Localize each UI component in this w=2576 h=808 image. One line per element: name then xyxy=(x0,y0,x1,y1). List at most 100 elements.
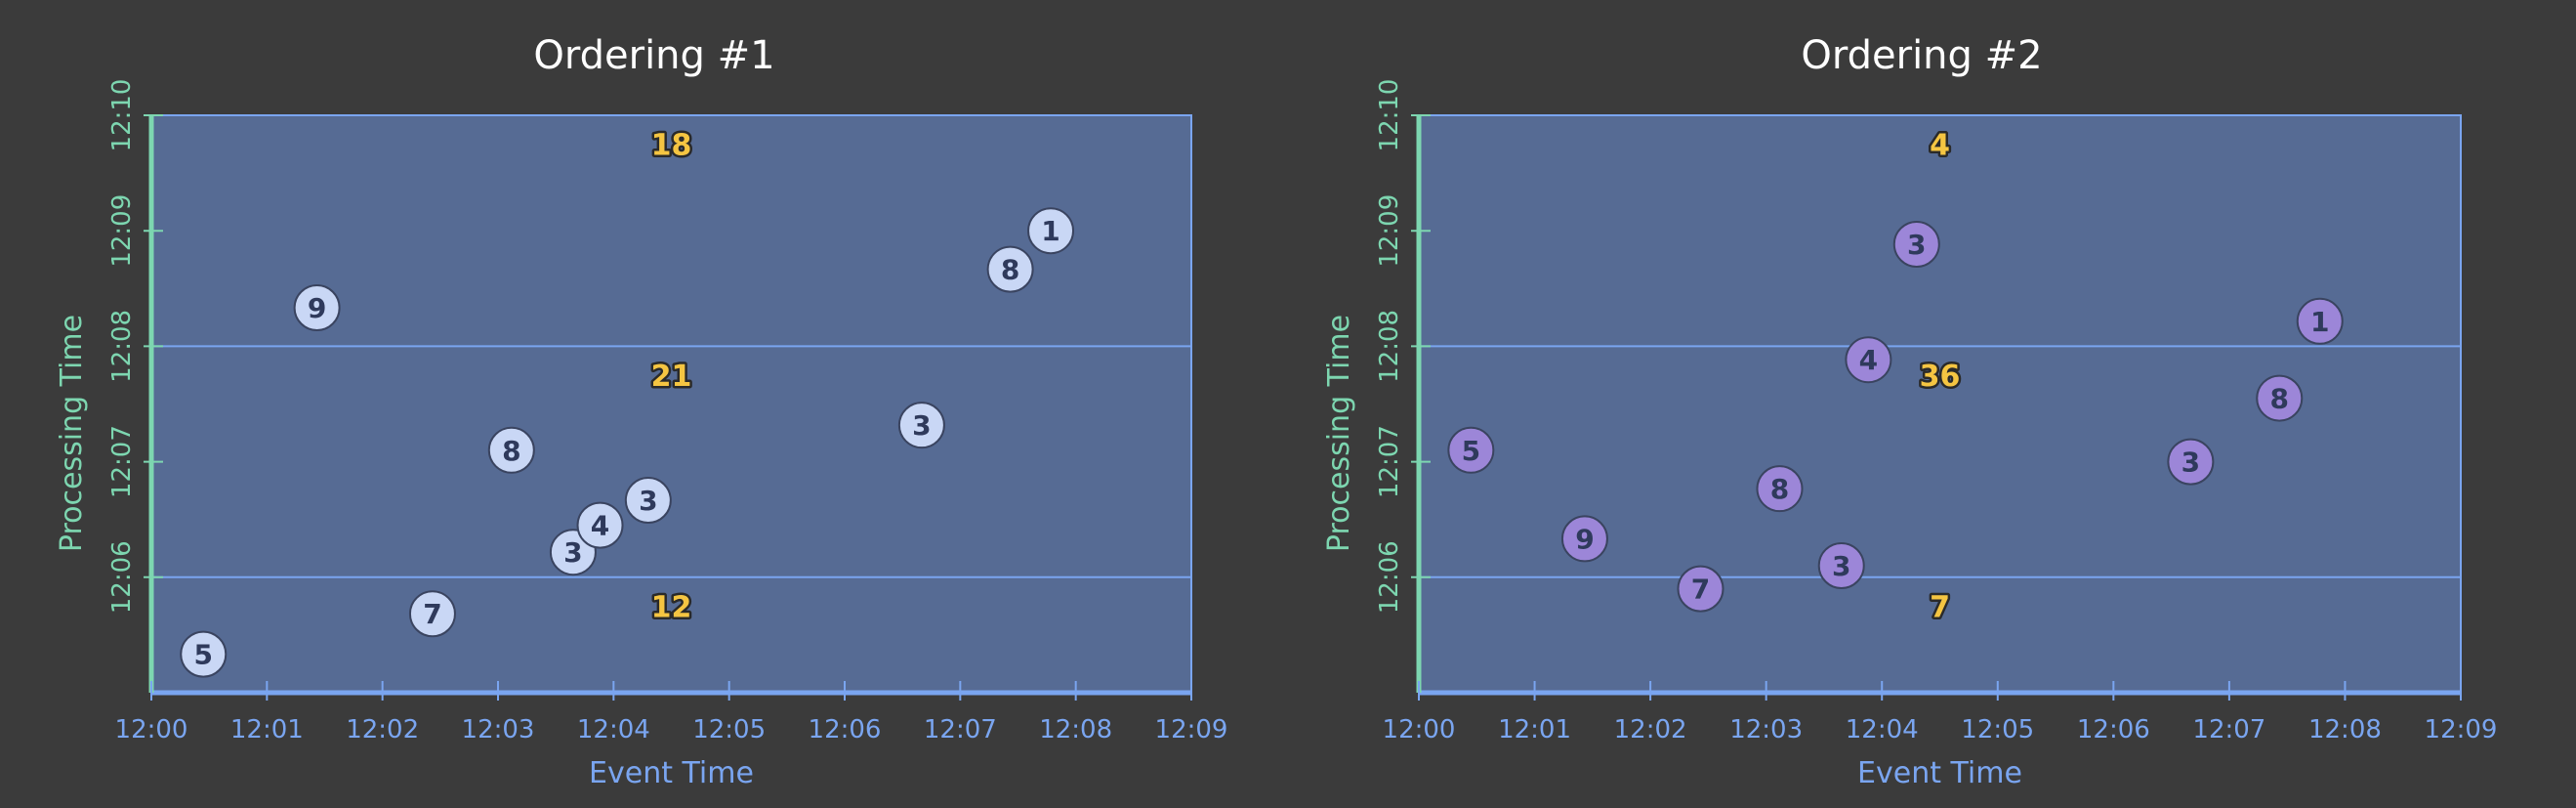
data-point-label: 4 xyxy=(591,510,609,542)
data-point: 4 xyxy=(576,501,624,549)
data-point-label: 3 xyxy=(1907,229,1926,261)
data-point-label: 8 xyxy=(1770,473,1789,505)
y-tick-label: 12:06 xyxy=(107,540,137,614)
data-point-circle xyxy=(1027,207,1075,255)
data-point: 8 xyxy=(487,426,535,474)
data-point: 9 xyxy=(293,284,341,331)
chart-panel-1: Ordering #1 12:00 12:01 12:02 12:03 12:04 12:0… xyxy=(55,33,1227,790)
data-point-circle xyxy=(408,590,456,638)
x-tick-label: 12:05 xyxy=(692,715,766,744)
x-axis-label: Event Time xyxy=(1857,756,2022,790)
data-point-label: 7 xyxy=(423,598,441,630)
x-tick-label: 12:03 xyxy=(1729,715,1803,744)
pane-result-label: 12 xyxy=(651,590,692,624)
data-point-label: 8 xyxy=(2270,383,2289,415)
data-point: 3 xyxy=(1892,220,1940,268)
y-axis-label: Processing Time xyxy=(1322,315,1356,552)
data-point-label: 3 xyxy=(2181,447,2200,479)
y-tick-label: 12:10 xyxy=(1375,79,1404,152)
data-point-circle xyxy=(2167,438,2215,486)
data-point-label: 8 xyxy=(502,435,520,467)
data-point: 7 xyxy=(1677,565,1724,613)
x-tick-label: 12:00 xyxy=(1383,715,1456,744)
pane-result-label: 4 xyxy=(1930,129,1950,163)
y-tick-label: 12:08 xyxy=(107,310,137,383)
data-point-label: 3 xyxy=(1832,550,1850,582)
x-tick-label: 12:03 xyxy=(462,715,535,744)
data-point-circle xyxy=(897,402,945,449)
data-point-label: 4 xyxy=(1859,344,1878,376)
data-point: 1 xyxy=(1027,207,1075,255)
data-point-circle xyxy=(487,426,535,474)
data-point-label: 9 xyxy=(1575,523,1594,555)
data-point-circle xyxy=(624,477,672,524)
data-point-label: 5 xyxy=(194,639,213,671)
data-point-label: 3 xyxy=(912,409,931,442)
x-tick-label: 12:09 xyxy=(1155,715,1228,744)
x-axis-label: Event Time xyxy=(589,756,754,790)
data-point-circle xyxy=(1447,426,1495,474)
x-tick-label: 12:01 xyxy=(1498,715,1571,744)
data-point-circle xyxy=(180,630,228,678)
data-point: 5 xyxy=(180,630,228,678)
data-point-circle xyxy=(293,284,341,331)
pane-result-label: 7 xyxy=(1930,590,1950,624)
data-point-label: 7 xyxy=(1691,574,1710,606)
y-axis-label: Processing Time xyxy=(55,315,89,552)
x-tick-label: 12:07 xyxy=(924,715,997,744)
x-tick-label: 12:08 xyxy=(1039,715,1112,744)
x-tick-label: 12:08 xyxy=(2308,715,2382,744)
chart-title: Ordering #2 xyxy=(1801,33,2042,78)
chart-panel-2: Ordering #2 12:00 12:01 12:02 12:03 12:04 12:0… xyxy=(1322,33,2497,790)
data-point-label: 3 xyxy=(563,536,582,569)
y-tick-label: 12:06 xyxy=(1375,540,1404,614)
data-point-circle xyxy=(576,501,624,549)
x-tick-label: 12:02 xyxy=(346,715,419,744)
data-point: 8 xyxy=(1756,465,1804,513)
data-point: 7 xyxy=(408,590,456,638)
data-point: 4 xyxy=(1845,336,1892,384)
data-point-circle xyxy=(1817,541,1865,589)
x-tick-label: 12:06 xyxy=(2077,715,2150,744)
x-tick-label: 12:05 xyxy=(1961,715,2034,744)
x-tick-label: 12:01 xyxy=(230,715,304,744)
data-point-circle xyxy=(1756,465,1804,513)
x-tick-label: 12:04 xyxy=(577,715,650,744)
data-point: 1 xyxy=(2296,297,2344,345)
data-point: 8 xyxy=(2256,374,2304,422)
data-point-circle xyxy=(1677,565,1724,613)
pane-result-label: 21 xyxy=(651,360,692,394)
x-tick-label: 12:04 xyxy=(1846,715,1919,744)
data-point: 9 xyxy=(1560,515,1608,563)
data-point: 3 xyxy=(897,402,945,449)
data-point-circle xyxy=(1845,336,1892,384)
x-tick-label: 12:06 xyxy=(809,715,882,744)
data-point-circle xyxy=(1560,515,1608,563)
data-point-label: 1 xyxy=(2310,306,2329,338)
plot-area xyxy=(150,114,1192,694)
data-point: 5 xyxy=(1447,426,1495,474)
y-tick-label: 12:07 xyxy=(1375,425,1404,498)
pane-result-label: 18 xyxy=(651,129,692,163)
x-tick-label: 12:09 xyxy=(2425,715,2498,744)
x-tick-label: 12:00 xyxy=(115,715,188,744)
data-point-label: 3 xyxy=(639,485,657,517)
data-point: 3 xyxy=(624,477,672,524)
data-point-circle xyxy=(1892,220,1940,268)
pane-result-label: 36 xyxy=(1920,360,1961,394)
data-point-label: 9 xyxy=(308,292,326,324)
data-point: 3 xyxy=(2167,438,2215,486)
data-point-circle xyxy=(2296,297,2344,345)
y-tick-label: 12:09 xyxy=(1375,194,1404,268)
data-point-circle xyxy=(2256,374,2304,422)
y-tick-label: 12:09 xyxy=(107,194,137,268)
x-tick-label: 12:02 xyxy=(1614,715,1687,744)
y-tick-label: 12:08 xyxy=(1375,310,1404,383)
data-point-circle xyxy=(986,245,1034,293)
data-point-label: 1 xyxy=(1041,215,1059,247)
chart-title: Ordering #1 xyxy=(533,33,774,78)
x-tick-label: 12:07 xyxy=(2192,715,2265,744)
y-tick-label: 12:10 xyxy=(107,79,137,152)
data-point: 3 xyxy=(1817,541,1865,589)
